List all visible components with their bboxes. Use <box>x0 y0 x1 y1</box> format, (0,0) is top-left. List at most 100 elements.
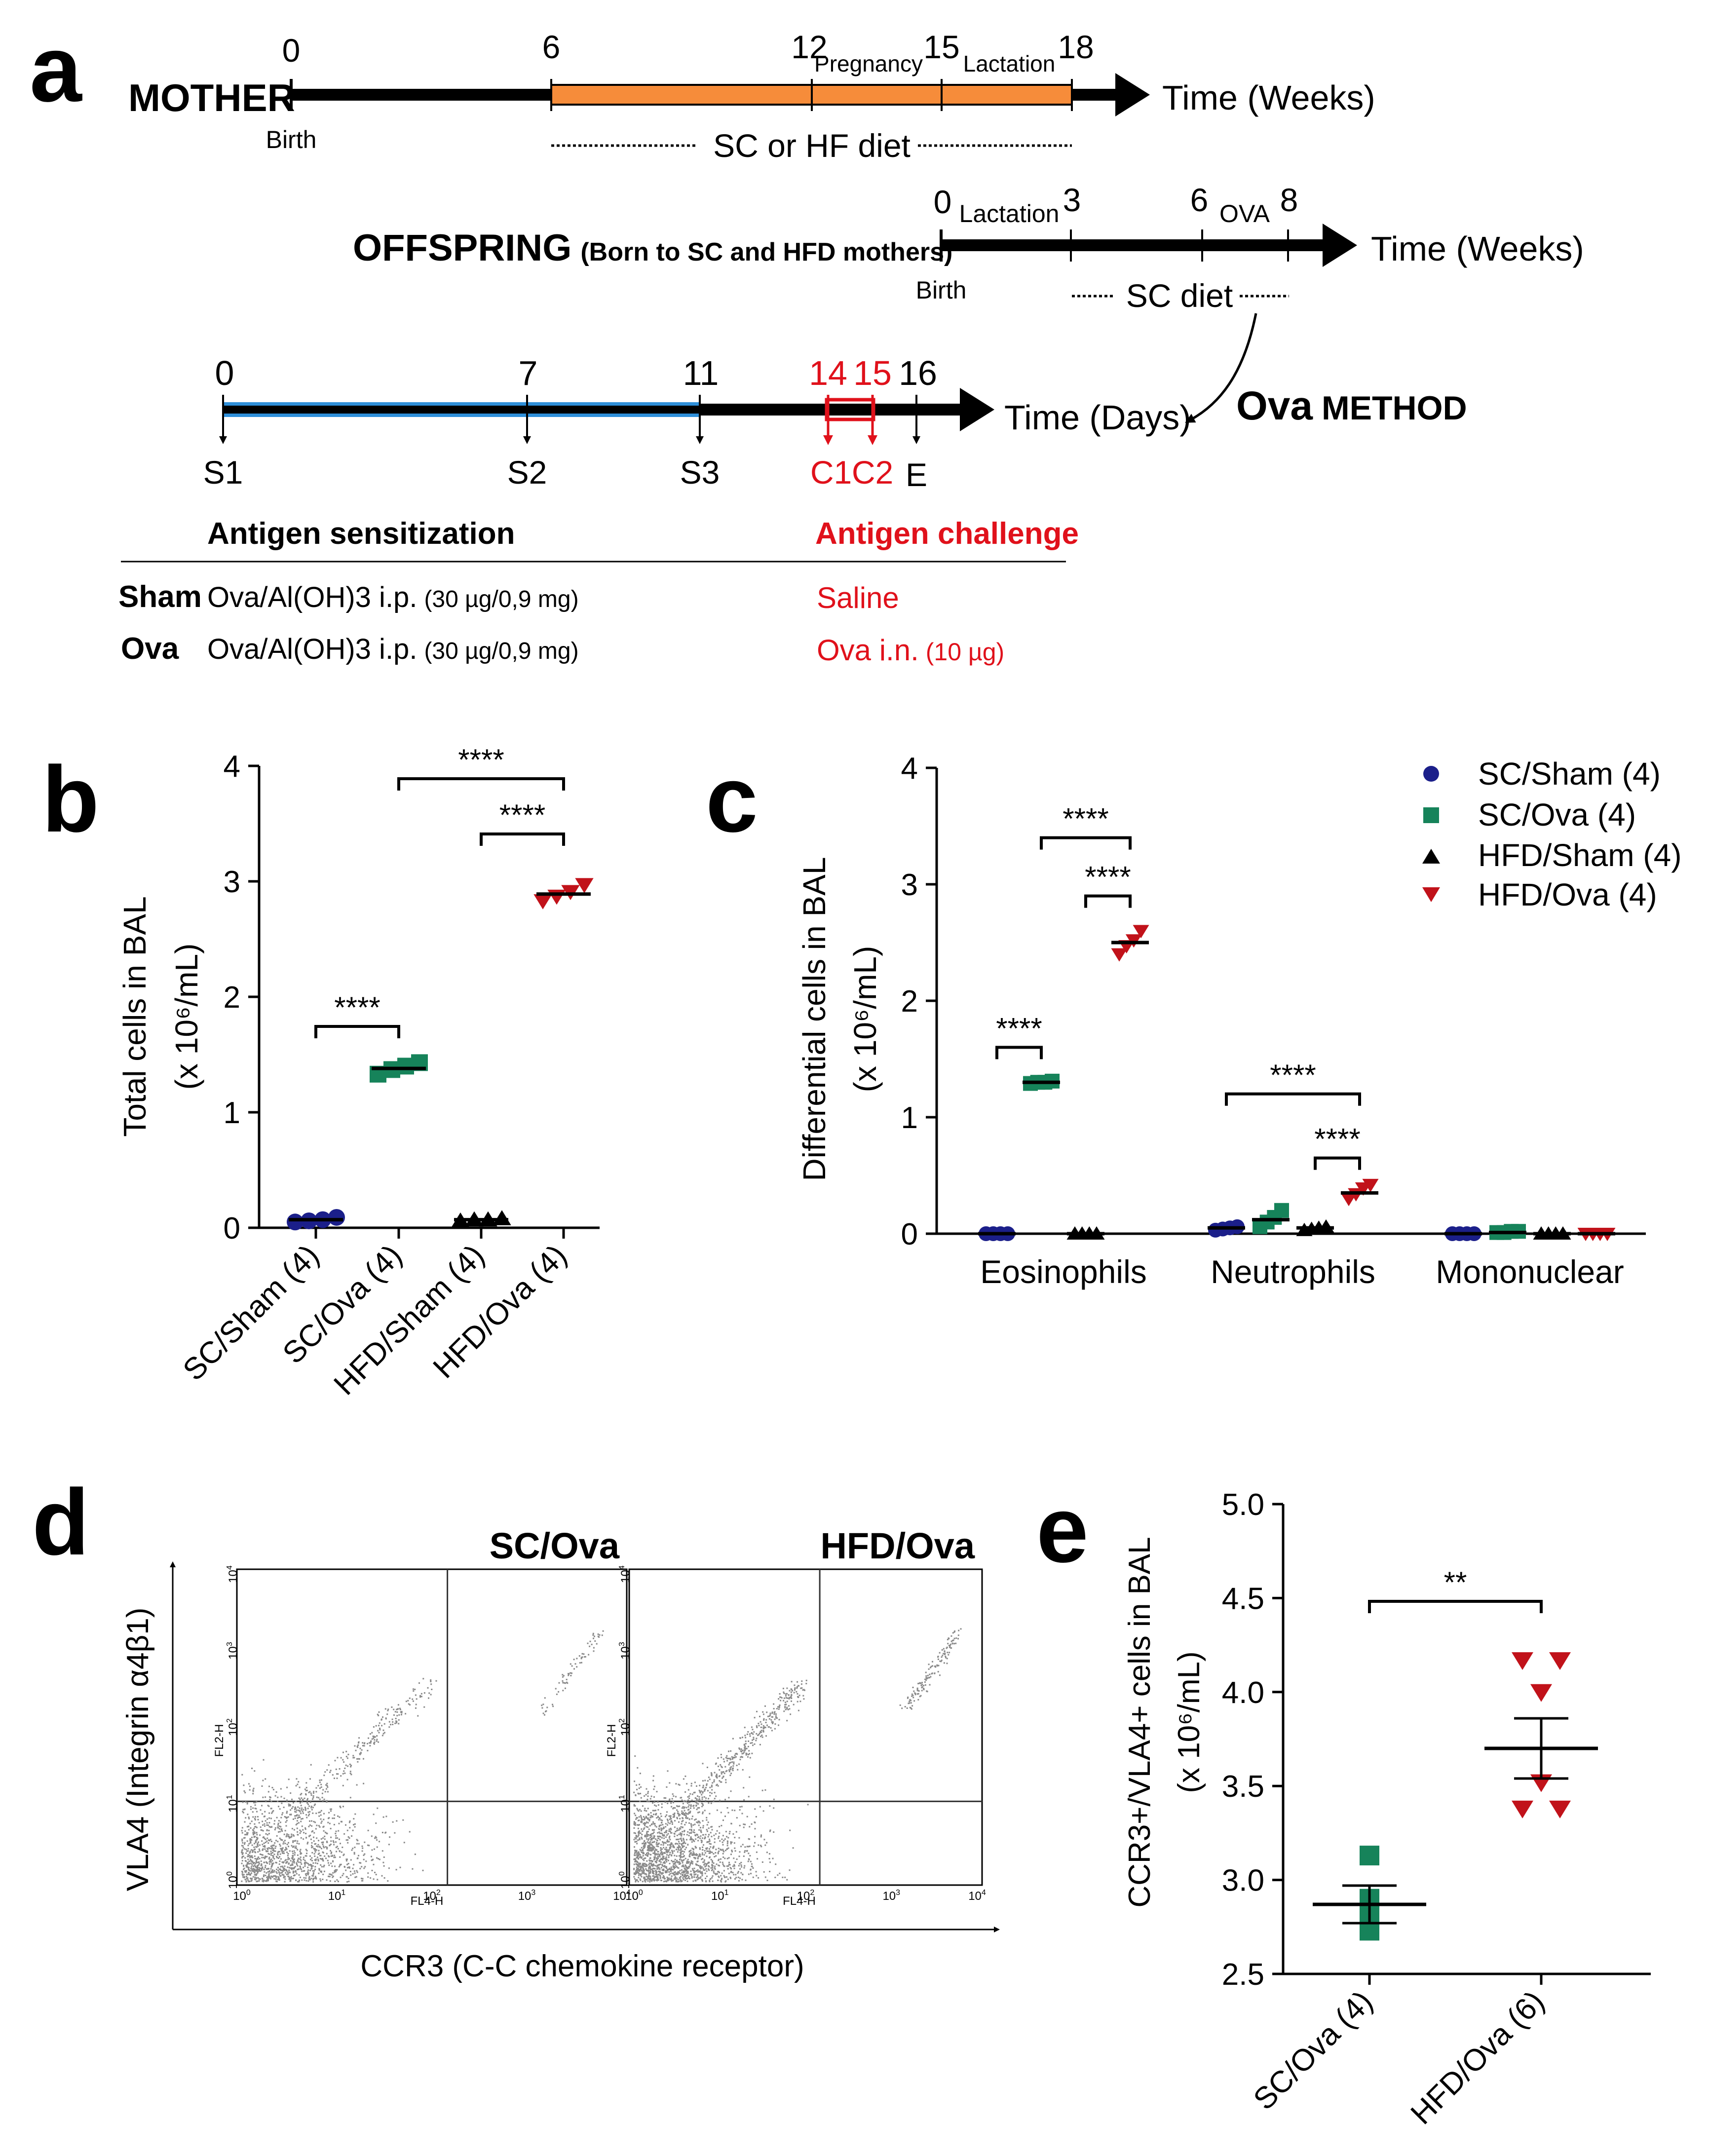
method-row-ova-challenge: Ova i.n. (10 µg) <box>817 634 1004 667</box>
legend-marker-sc-sham <box>1423 766 1439 782</box>
offspring-label: OFFSPRING (Born to SC and HFD mothers) <box>353 227 952 269</box>
flow-plot-sc-ova-frame <box>236 1568 628 1886</box>
method-row-ova-group: Ova <box>121 632 179 666</box>
chart-b-ylabel-line2: (x 10⁶/mL) <box>169 944 204 1090</box>
mother-birth-label: Birth <box>266 126 317 153</box>
offspring-tick-label-3: 3 <box>1063 182 1081 218</box>
chart-e-point-hfd-ova-6 <box>1512 1652 1533 1670</box>
mother-pregnancy-label: Pregnancy <box>814 51 923 76</box>
flow-plot-sc-ova-y-decade-0: 100 <box>226 1871 240 1889</box>
flow-plot-hfd-ova-x-decade-exp-2: 2 <box>810 1889 814 1897</box>
flow-plots: SC/Ova100100101101102102103103104104FL4-… <box>213 1525 986 1908</box>
chart-b-point-hfd-sham-4 <box>493 1210 511 1225</box>
flow-plot-hfd-ova-x-decade-exp-4: 4 <box>982 1889 986 1897</box>
method-tick-label-11: 11 <box>683 354 719 392</box>
chart-e-y-tick-label-0: 2.5 <box>1222 1958 1264 1992</box>
chart-e-point-sc-ova-4 <box>1360 1846 1379 1866</box>
method-event-c1: C1 <box>810 454 852 491</box>
method-event-e: E <box>906 456 927 493</box>
offspring-arrow-shaft <box>1313 239 1328 251</box>
flow-plot-sc-ova-x-decade-exp-0: 0 <box>246 1889 251 1897</box>
chart-b-y-tick-label-3: 3 <box>224 865 240 899</box>
method-event-s2: S2 <box>507 454 547 491</box>
offspring-diet-label: SC diet <box>1126 277 1233 314</box>
method-title-rest: METHOD <box>1322 389 1467 427</box>
chart-e-y-tick-label-2: 3.5 <box>1222 1770 1264 1804</box>
method-title: Ova METHOD <box>1236 383 1467 428</box>
chart-b-point-sc-sham-4 <box>328 1209 345 1226</box>
chart-e-point-hfd-ova-6 <box>1512 1800 1533 1818</box>
chart-c: 0 1 2 3 4 Eosinophils Neutrophils Mononuclear **… <box>901 752 1646 1290</box>
flow-plot-sc-ova-events <box>241 1630 604 1883</box>
method-tick-label-0: 0 <box>215 354 234 392</box>
chart-b-ylabel-line1: Total cells in BAL <box>117 896 152 1136</box>
flow-plot-sc-ova-y-axis-name: FL2-H <box>213 1724 226 1757</box>
chart-b-x-tick-label-hfd-sham-4: HFD/Sham (4) <box>328 1238 491 1401</box>
offspring-timeline: OFFSPRING (Born to SC and HFD mothers) 0 … <box>353 182 1584 423</box>
flow-plot-hfd-ova-x-decade-0: 100 <box>625 1889 643 1903</box>
panel-e: e CCR3+/VLA4+ cells in BAL (x 10⁶/mL) 2.… <box>1036 1477 1651 2131</box>
panel-b: b Total cells in BAL (x 10⁶/mL) 01234SC/… <box>42 743 600 1401</box>
flow-plot-sc-ova-x-decade-exp-4: 4 <box>626 1889 631 1897</box>
chart-b-significance-0-line <box>314 1025 400 1038</box>
method-row-ova-challenge-dose: (10 µg) <box>926 638 1004 666</box>
chart-c-significance-4-line <box>1225 1092 1361 1106</box>
method-row-sham-dose: (30 µg/0,9 mg) <box>424 586 578 612</box>
chart-e-x-tick-label-sc-ova-4: SC/Ova (4) <box>1247 1984 1379 2117</box>
method-event-s3: S3 <box>680 454 720 491</box>
method-curved-arrow <box>1185 313 1257 423</box>
flow-plot-hfd-ova-y-decade-exp-2: 2 <box>618 1718 626 1723</box>
chart-c-point-hfd-ova-4 <box>1111 948 1128 962</box>
method-event-c2: C2 <box>852 454 893 491</box>
panel-e-label: e <box>1036 1477 1089 1582</box>
chart-c-point-sc-ova-4 <box>1274 1203 1289 1218</box>
offspring-lactation-label: Lactation <box>959 200 1060 227</box>
flow-plot-hfd-ova-y-decade-exp-0: 0 <box>618 1871 626 1876</box>
legend-label-hfd-sham: HFD/Sham (4) <box>1478 837 1682 873</box>
method-time-label: Time (Days) <box>1004 398 1191 437</box>
chart-c-y-tick-label-0: 0 <box>901 1217 918 1251</box>
chart-c-significance-4-label: **** <box>1270 1059 1316 1092</box>
offspring-arrow-head <box>1323 224 1357 267</box>
method-row-sham-treatment-text: Ova/Al(OH)3 i.p. <box>207 581 417 613</box>
offspring-label-sub: (Born to SC and HFD mothers) <box>580 238 952 266</box>
offspring-tick-label-0: 0 <box>934 184 952 220</box>
chart-c-ylabel-line2: (x 10⁶/mL) <box>847 946 883 1093</box>
chart-c-significance-1-line <box>1084 894 1132 908</box>
offspring-label-main: OFFSPRING <box>353 227 571 269</box>
chart-e-significance-0-line <box>1368 1600 1543 1613</box>
flow-plot-hfd-ova-x-decade-1: 101 <box>711 1889 729 1903</box>
chart-c-significance-0-label: **** <box>996 1012 1042 1045</box>
mother-tick-label-12: 12 <box>791 29 827 65</box>
method-tick-label-14: 14 <box>809 354 847 392</box>
method-row-sham-challenge: Saline <box>817 581 899 614</box>
flow-plot-sc-ova-y-decade-exp-4: 4 <box>226 1565 234 1570</box>
chart-c-significance-0-line <box>995 1046 1043 1059</box>
flow-plot-sc-ova-x-decade-exp-3: 3 <box>531 1889 535 1897</box>
method-row-ova-dose: (30 µg/0,9 mg) <box>424 638 578 664</box>
panel-a: a MOTHER 0 6 12 Pregnancy 15 Lactation 1… <box>30 17 1584 667</box>
flow-y-label: VLA4 (Integrin α4β1) <box>121 1608 155 1891</box>
chart-c-legend: SC/Sham (4) SC/Ova (4) HFD/Sham (4) HFD/… <box>1422 756 1682 912</box>
legend-label-sc-sham: SC/Sham (4) <box>1478 756 1661 792</box>
chart-c-significance-1-label: **** <box>1085 861 1131 894</box>
mother-timeline: MOTHER 0 6 12 Pregnancy 15 Lactation 18 … <box>128 29 1375 164</box>
chart-e-y-tick-label-1: 3.0 <box>1222 1864 1264 1898</box>
flow-plot-sc-ova-y-decade-3: 103 <box>226 1642 240 1660</box>
chart-b-y-tick-label-2: 2 <box>224 981 240 1015</box>
method-tick-label-15: 15 <box>853 354 892 392</box>
method-row-sham-treatment: Ova/Al(OH)3 i.p. (30 µg/0,9 mg) <box>207 581 579 613</box>
panel-d-label: d <box>32 1470 89 1575</box>
mother-tick-label-18: 18 <box>1058 29 1094 65</box>
chart-c-significance-2-label: **** <box>1063 802 1108 835</box>
chart-b-significance-1-line <box>480 832 565 846</box>
chart-e: 2.5 3.0 3.5 4.0 4.5 5.0 SC/Ova (4) HFD/Ova (6) *… <box>1222 1488 1651 2131</box>
legend-marker-hfd-ova <box>1422 887 1440 902</box>
chart-e-point-hfd-ova-6 <box>1549 1652 1571 1670</box>
flow-plot-sc-ova-x-axis-name: FL4-H <box>411 1894 444 1908</box>
legend-label-sc-ova: SC/Ova (4) <box>1478 797 1636 832</box>
chart-b-y-tick-label-1: 1 <box>224 1096 240 1130</box>
method-row-sham-group: Sham <box>118 580 202 614</box>
